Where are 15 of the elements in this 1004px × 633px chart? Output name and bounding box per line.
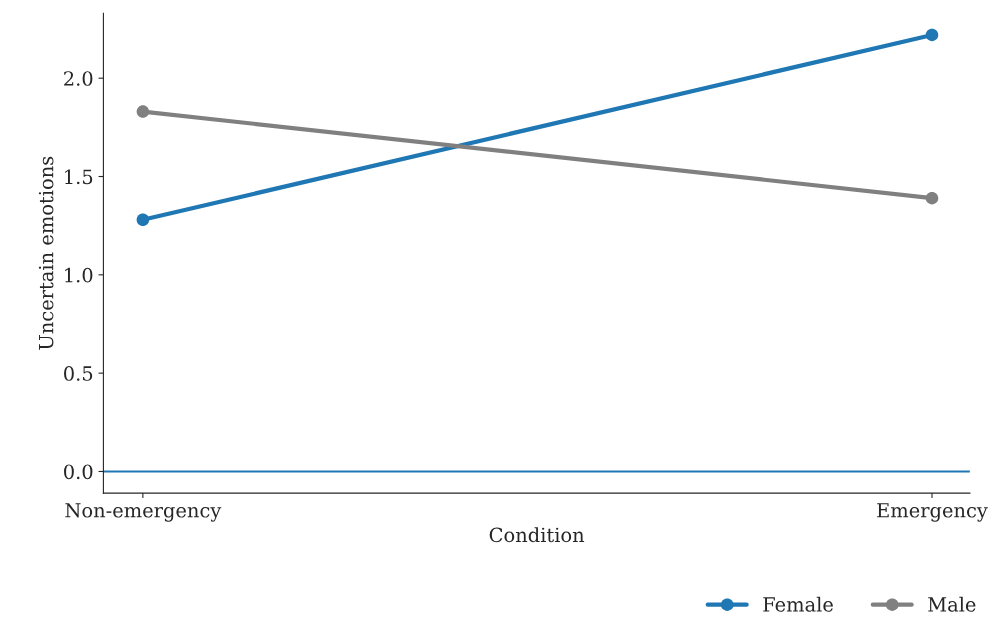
x-tick-label: Non-emergency bbox=[65, 503, 222, 522]
legend-label: Male bbox=[928, 596, 976, 612]
y-tick-label: 1.0 bbox=[65, 267, 93, 283]
y-tick-label: 1.5 bbox=[65, 169, 93, 185]
point bbox=[136, 213, 150, 227]
y-tick-label: 0.5 bbox=[64, 366, 93, 381]
x-tick-label: Emergency bbox=[877, 503, 988, 522]
point bbox=[925, 191, 939, 205]
y-tick-label: 0.0 bbox=[64, 464, 93, 480]
y-axis-title: Uncertain emotions bbox=[38, 156, 54, 350]
legend-label: Female bbox=[763, 596, 833, 612]
y-tick-label: 2.0 bbox=[64, 71, 93, 86]
x-axis-title: Condition bbox=[489, 527, 585, 543]
point bbox=[136, 105, 150, 118]
point bbox=[925, 28, 939, 42]
